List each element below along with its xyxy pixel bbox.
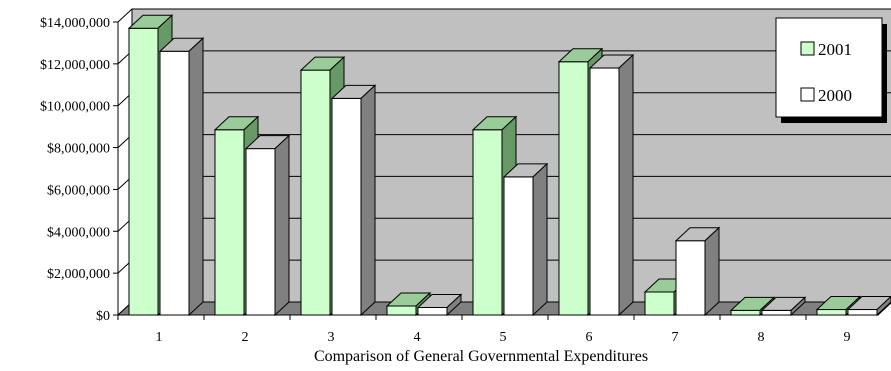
x-tick-label: 2	[242, 330, 249, 345]
bar-2000-cat-4	[416, 293, 463, 317]
bar-front	[214, 129, 245, 316]
bar-front	[245, 148, 276, 316]
legend: 2001 2000	[775, 17, 887, 123]
bar-front	[386, 305, 417, 316]
bar-2001-cat-5	[471, 115, 518, 317]
y-tick-label: $10,000,000	[40, 100, 110, 115]
x-tick-label: 9	[844, 330, 851, 345]
legend-swatch-2001	[800, 41, 815, 56]
bar-2001-cat-8	[729, 296, 776, 317]
bar-front	[417, 306, 448, 316]
y-tick-label: $4,000,000	[47, 225, 110, 240]
bar-2000-cat-9	[846, 295, 891, 317]
bar-2000-cat-7	[674, 226, 721, 317]
bar-side	[188, 37, 204, 317]
bar-side	[274, 134, 290, 317]
bar-front	[761, 309, 792, 316]
x-tick-label: 7	[672, 330, 679, 345]
y-tick-label: $2,000,000	[47, 267, 110, 282]
y-axis-ticks: $0 $2,000,000 $4,000,000 $6,000,000 $8,000,0…	[40, 16, 118, 324]
bar-2000-cat-6	[588, 53, 635, 317]
bar-front	[503, 176, 534, 316]
y-tick-label: $14,000,000	[40, 16, 110, 31]
bar-2000-cat-5	[502, 162, 549, 317]
x-tick-label: 4	[414, 330, 421, 345]
bar-front	[589, 67, 620, 316]
bar-front	[675, 240, 706, 316]
bar-side	[446, 293, 462, 317]
bar-side	[790, 296, 806, 317]
bar-front	[472, 129, 503, 316]
bar-front	[159, 50, 190, 316]
bar-side	[704, 226, 720, 317]
bar-front	[644, 291, 675, 316]
bar-front	[558, 61, 589, 316]
x-tick-label: 1	[156, 330, 163, 345]
x-axis-label: Comparison of General Governmental Expen…	[314, 348, 648, 365]
bar-side	[876, 295, 891, 317]
x-tick-label: 8	[758, 330, 765, 345]
legend-swatch-2000	[800, 87, 815, 102]
bar-2000-cat-3	[330, 84, 377, 317]
bar-front	[128, 27, 159, 316]
legend-label-2001: 2001	[818, 40, 852, 59]
x-tick-label: 6	[586, 330, 593, 345]
gridline-connector	[117, 8, 133, 23]
legend-label-2000: 2000	[818, 86, 852, 105]
x-tick-label: 5	[500, 330, 507, 345]
bar-2000-cat-8	[760, 296, 807, 317]
bar-front	[847, 309, 878, 316]
bar-front	[331, 97, 362, 316]
bar-side	[618, 53, 634, 317]
bar-side	[360, 84, 376, 317]
legend-box	[775, 17, 883, 118]
y-tick-label: $12,000,000	[40, 58, 110, 73]
bar-2000-cat-2	[244, 134, 291, 317]
y-tick-label: $0	[96, 309, 110, 324]
x-tick-label: 3	[328, 330, 335, 345]
y-tick-label: $8,000,000	[47, 142, 110, 157]
bar-front	[300, 69, 331, 316]
x-axis-ticks: 1 2 3 4 5 6 7 8 9	[117, 315, 851, 345]
bar-side	[532, 162, 548, 317]
bar-2000-cat-1	[158, 37, 205, 317]
y-tick-label: $6,000,000	[47, 183, 110, 198]
bar-front	[730, 309, 761, 316]
bar-front	[816, 309, 847, 316]
bars	[127, 14, 891, 317]
